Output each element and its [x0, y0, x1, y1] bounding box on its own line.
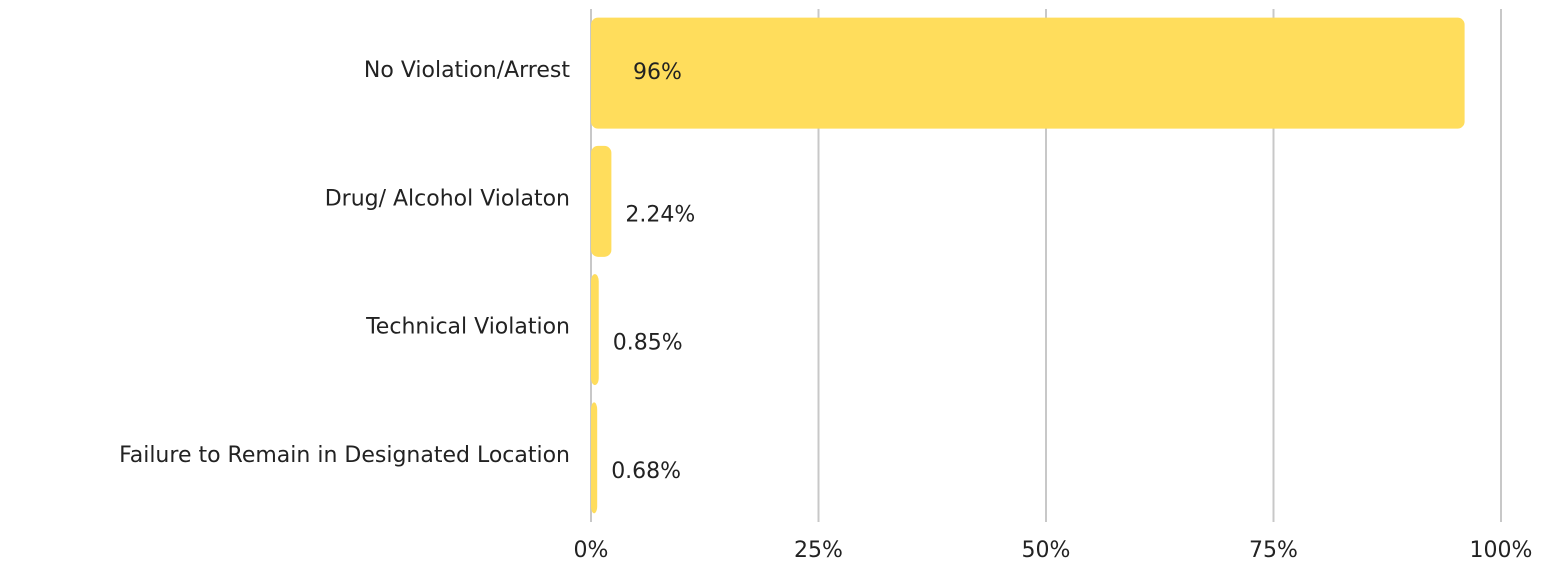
value-label: 0.85% — [613, 331, 683, 356]
x-tick-label: 0% — [574, 538, 609, 563]
x-tick-label: 75% — [1249, 538, 1298, 563]
category-label: Failure to Remain in Designated Location — [119, 443, 570, 468]
bar — [591, 274, 599, 386]
value-label: 96% — [633, 60, 682, 85]
category-label: No Violation/Arrest — [364, 58, 570, 83]
category-label: Technical Violation — [365, 315, 570, 340]
x-tick-label: 25% — [794, 538, 843, 563]
bar — [591, 17, 1465, 129]
bar — [591, 402, 598, 514]
category-label: Drug/ Alcohol Violaton — [325, 186, 570, 211]
x-tick-label: 50% — [1022, 538, 1071, 563]
x-tick-label: 100% — [1470, 538, 1533, 563]
bar — [591, 145, 612, 257]
value-label: 2.24% — [625, 202, 695, 227]
value-label: 0.68% — [611, 459, 681, 484]
